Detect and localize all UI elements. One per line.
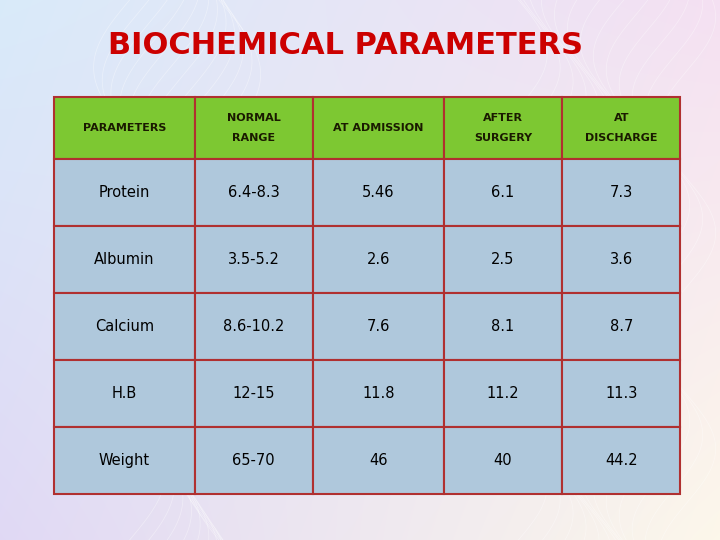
Text: 3.5-5.2: 3.5-5.2 (228, 252, 279, 267)
Bar (54, 97, 194, 159)
Text: 12-15: 12-15 (233, 386, 275, 401)
Bar (444, 159, 562, 226)
Text: 44.2: 44.2 (605, 453, 638, 468)
Bar (444, 360, 562, 427)
Bar (194, 427, 313, 494)
Bar (54, 293, 194, 360)
Bar (313, 293, 444, 360)
Bar (194, 226, 313, 293)
Text: 8.1: 8.1 (492, 319, 515, 334)
Text: 3.6: 3.6 (610, 252, 633, 267)
Bar (313, 360, 444, 427)
Text: 8.6-10.2: 8.6-10.2 (223, 319, 284, 334)
Text: 6.4-8.3: 6.4-8.3 (228, 185, 279, 200)
Bar (562, 293, 680, 360)
Text: 7.3: 7.3 (610, 185, 633, 200)
Bar (562, 360, 680, 427)
Text: 65-70: 65-70 (233, 453, 275, 468)
Text: H.B: H.B (112, 386, 137, 401)
Bar (444, 97, 562, 159)
Bar (562, 159, 680, 226)
Text: 2.5: 2.5 (491, 252, 515, 267)
Bar (444, 427, 562, 494)
Bar (444, 226, 562, 293)
Text: 11.8: 11.8 (362, 386, 395, 401)
Bar (313, 97, 444, 159)
Text: 40: 40 (494, 453, 513, 468)
Text: 11.2: 11.2 (487, 386, 519, 401)
Text: 7.6: 7.6 (366, 319, 390, 334)
Bar (562, 97, 680, 159)
Bar (194, 293, 313, 360)
Text: Albumin: Albumin (94, 252, 155, 267)
Text: Protein: Protein (99, 185, 150, 200)
Text: SURGERY: SURGERY (474, 133, 532, 144)
Text: Weight: Weight (99, 453, 150, 468)
Text: 11.3: 11.3 (605, 386, 637, 401)
Bar (313, 159, 444, 226)
Bar (562, 226, 680, 293)
Text: AT ADMISSION: AT ADMISSION (333, 123, 423, 133)
Text: RANGE: RANGE (232, 133, 275, 144)
Text: BIOCHEMICAL PARAMETERS: BIOCHEMICAL PARAMETERS (108, 31, 583, 60)
Bar (54, 226, 194, 293)
Bar (562, 427, 680, 494)
Bar (54, 159, 194, 226)
Text: 6.1: 6.1 (492, 185, 515, 200)
Bar (194, 97, 313, 159)
Text: PARAMETERS: PARAMETERS (83, 123, 166, 133)
Text: AT: AT (613, 112, 629, 123)
Text: 46: 46 (369, 453, 387, 468)
Text: 5.46: 5.46 (362, 185, 395, 200)
Bar (313, 226, 444, 293)
Text: Calcium: Calcium (95, 319, 154, 334)
Text: 8.7: 8.7 (610, 319, 633, 334)
Bar (194, 360, 313, 427)
Text: DISCHARGE: DISCHARGE (585, 133, 657, 144)
Text: AFTER: AFTER (483, 112, 523, 123)
Bar (54, 360, 194, 427)
Text: NORMAL: NORMAL (227, 112, 281, 123)
Bar (54, 427, 194, 494)
Bar (444, 293, 562, 360)
Bar (194, 159, 313, 226)
Bar (313, 427, 444, 494)
Text: 2.6: 2.6 (366, 252, 390, 267)
